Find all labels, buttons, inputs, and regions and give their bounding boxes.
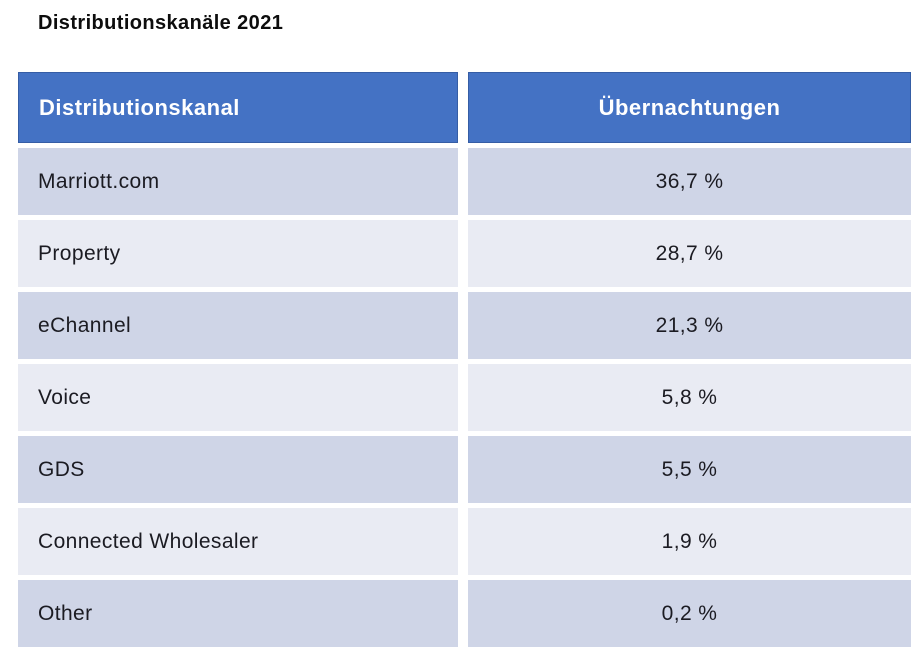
header-cell-overnights: Übernachtungen [468,72,911,143]
table-row: Connected Wholesaler 1,9 % [18,508,911,575]
cell-channel: Connected Wholesaler [18,508,458,575]
cell-channel: Marriott.com [18,148,458,215]
page-title: Distributionskanäle 2021 [38,12,284,34]
table-row: Other 0,2 % [18,580,911,647]
cell-value: 5,8 % [468,364,911,431]
table-row: Marriott.com 36,7 % [18,148,911,215]
table-row: eChannel 21,3 % [18,292,911,359]
cell-value: 1,9 % [468,508,911,575]
cell-value: 5,5 % [468,436,911,503]
cell-channel: eChannel [18,292,458,359]
cell-channel: GDS [18,436,458,503]
cell-channel: Other [18,580,458,647]
table-row: Property 28,7 % [18,220,911,287]
cell-channel: Voice [18,364,458,431]
table-row: Voice 5,8 % [18,364,911,431]
table-header-row: Distributionskanal Übernachtungen [18,72,911,143]
distribution-table: Distributionskanal Übernachtungen Marrio… [18,72,911,652]
cell-value: 36,7 % [468,148,911,215]
table-body: Marriott.com 36,7 % Property 28,7 % eCha… [18,148,911,647]
cell-value: 21,3 % [468,292,911,359]
cell-value: 28,7 % [468,220,911,287]
header-cell-channel: Distributionskanal [18,72,458,143]
cell-value: 0,2 % [468,580,911,647]
table-row: GDS 5,5 % [18,436,911,503]
cell-channel: Property [18,220,458,287]
